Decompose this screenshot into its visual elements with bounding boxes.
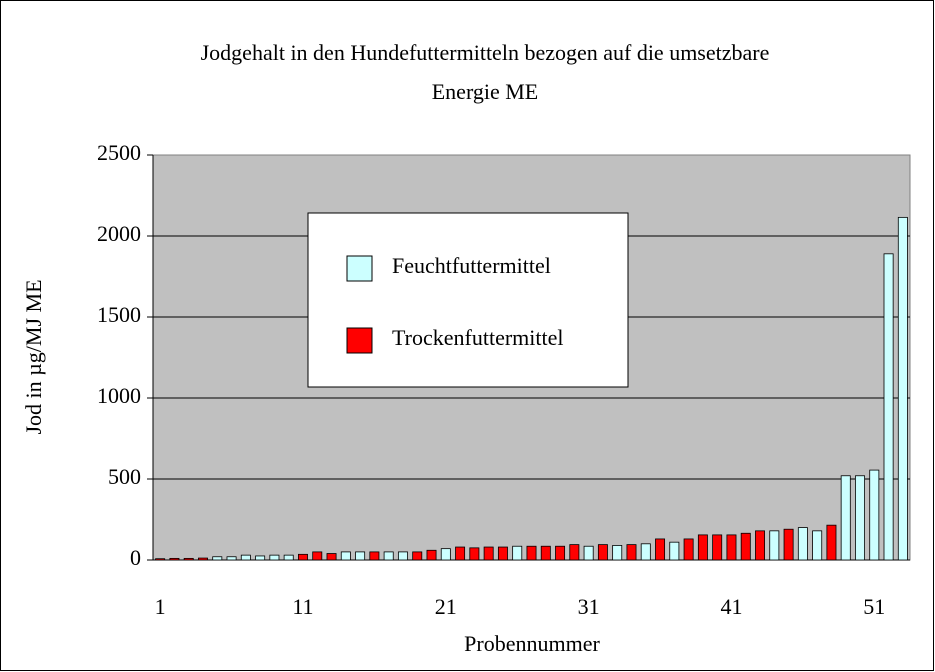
y-tick-label: 1500 — [97, 302, 141, 327]
bar — [626, 544, 637, 561]
bar — [555, 545, 566, 561]
bar — [669, 541, 680, 561]
bar — [697, 534, 708, 561]
bar — [740, 532, 751, 561]
bar — [597, 544, 608, 561]
x-tick-label: 11 — [292, 594, 313, 619]
bar — [840, 475, 851, 561]
bar — [255, 555, 266, 561]
bar — [812, 530, 823, 561]
bar — [212, 556, 223, 561]
bar — [526, 545, 537, 561]
bar — [183, 557, 194, 561]
y-tick-label: 2500 — [97, 140, 141, 165]
legend — [307, 212, 629, 388]
bar — [269, 554, 280, 561]
bar — [540, 545, 551, 561]
bar — [569, 544, 580, 561]
bar — [897, 216, 908, 561]
bar — [240, 554, 251, 561]
y-tick-label: 1000 — [97, 383, 141, 408]
x-tick-label: 41 — [720, 594, 742, 619]
bar — [355, 551, 366, 561]
bar — [412, 551, 423, 561]
bar — [340, 551, 351, 561]
bar — [198, 557, 208, 561]
y-tick-label: 2000 — [97, 221, 141, 246]
bar — [469, 547, 480, 561]
legend-label: Feuchtfuttermittel — [392, 253, 551, 278]
bar — [483, 546, 494, 561]
bar — [855, 475, 865, 561]
bar — [769, 530, 780, 561]
bar — [612, 545, 623, 561]
bar — [440, 548, 451, 561]
bar — [712, 534, 723, 561]
bar — [169, 557, 180, 561]
bar — [426, 549, 437, 561]
x-tick-label: 31 — [578, 594, 600, 619]
bar — [155, 558, 166, 561]
x-tick-label: 1 — [155, 594, 166, 619]
chart-title: Jodgehalt in den Hundefuttermitteln bezo… — [201, 40, 770, 65]
bar — [826, 524, 837, 561]
bar — [583, 545, 594, 561]
bar — [455, 546, 466, 561]
bar — [883, 253, 894, 561]
bar — [869, 469, 880, 561]
bar — [312, 551, 323, 561]
bar — [640, 543, 651, 561]
x-tick-label: 51 — [863, 594, 885, 619]
bar — [298, 553, 308, 561]
bar — [683, 538, 694, 561]
bar — [797, 527, 808, 561]
bar — [326, 553, 337, 561]
x-tick-label: 21 — [435, 594, 457, 619]
bar — [383, 551, 394, 561]
bar — [655, 538, 666, 561]
bar — [726, 534, 737, 561]
bar — [497, 546, 508, 561]
legend-swatch — [346, 255, 373, 282]
bar — [512, 545, 523, 561]
chart-title: Energie ME — [432, 79, 539, 104]
legend-label: Trockenfuttermittel — [392, 325, 564, 350]
bar — [755, 530, 765, 561]
legend-swatch — [346, 327, 373, 354]
bar — [283, 554, 294, 561]
y-tick-label: 500 — [108, 464, 141, 489]
bar — [226, 556, 237, 561]
bar — [783, 528, 794, 561]
x-axis-label: Probennummer — [464, 631, 600, 656]
y-tick-label: 0 — [130, 545, 141, 570]
bar — [397, 551, 408, 561]
bar — [369, 551, 380, 561]
y-axis-label: Jod in µg/MJ ME — [21, 279, 46, 434]
